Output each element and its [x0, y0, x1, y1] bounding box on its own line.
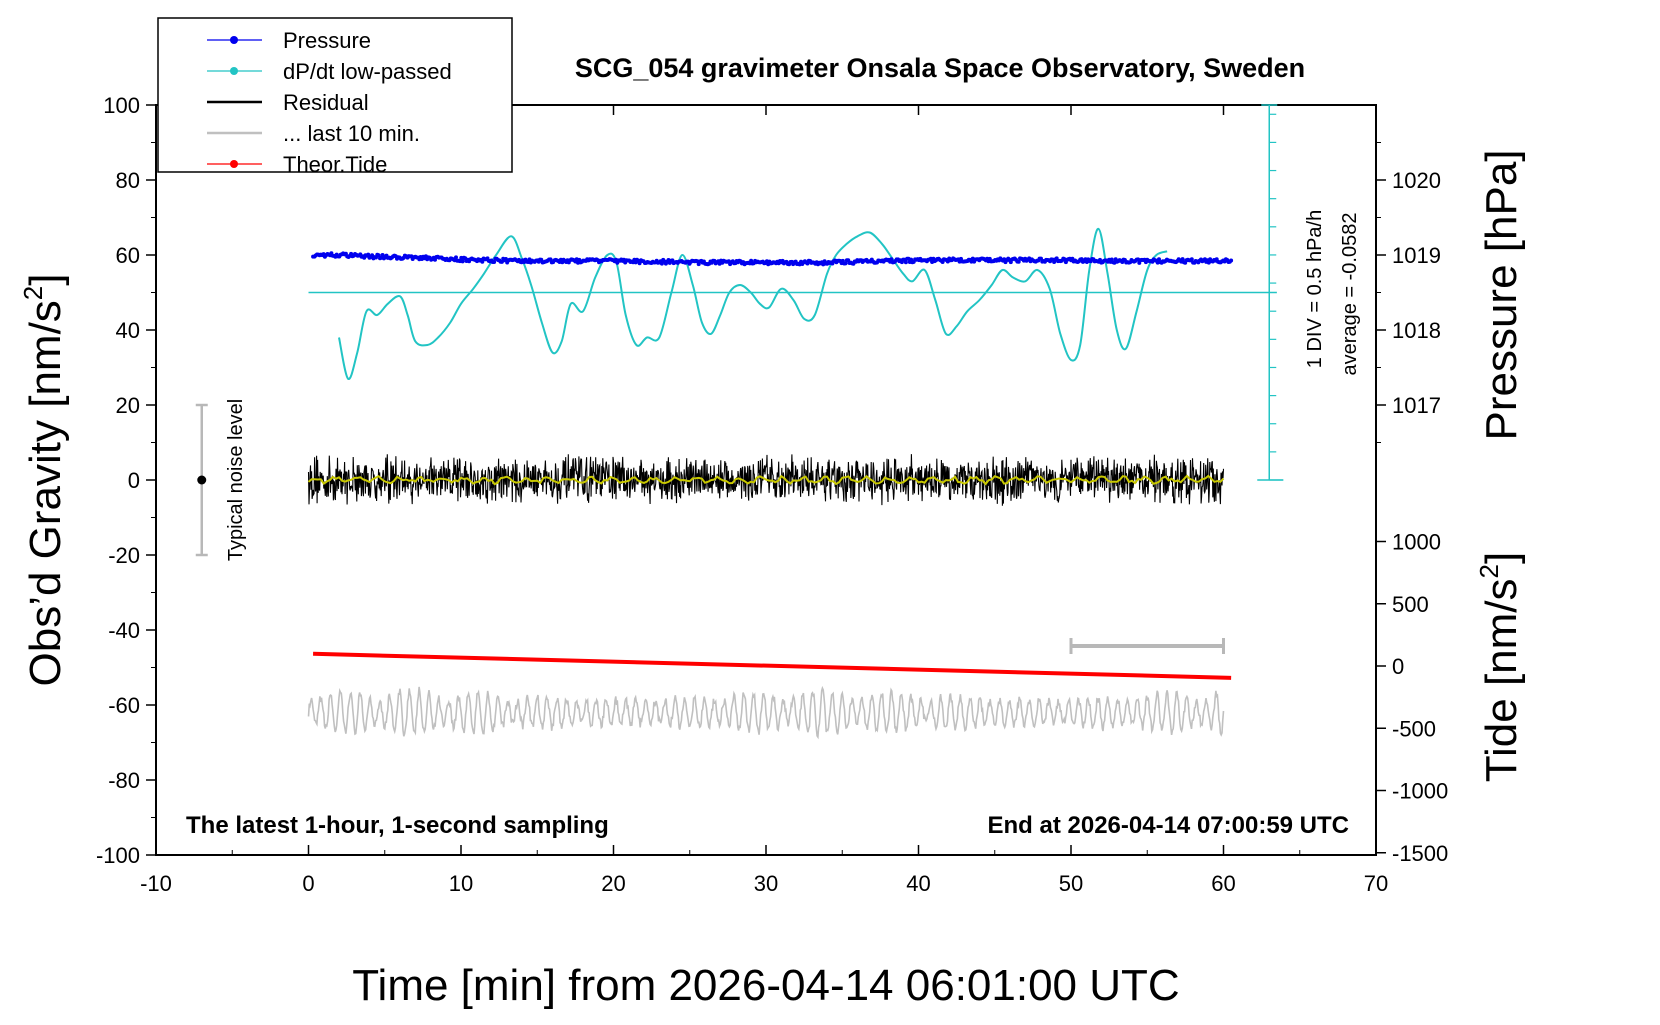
pressure-point: [1180, 257, 1185, 262]
series-residual-smoothed: [307, 474, 1225, 486]
chart-title: SCG_054 gravimeter Onsala Space Observat…: [575, 53, 1305, 83]
x-tick-label: 60: [1211, 871, 1235, 896]
y-axis-tide-end: ]: [1477, 552, 1526, 564]
pressure-point: [1229, 258, 1234, 263]
last-10-min-marker: [1069, 638, 1225, 654]
smoothed-line: [307, 474, 1225, 486]
y-tick-label-tide: 500: [1392, 592, 1429, 617]
pressure-point: [889, 257, 894, 262]
legend-label: Residual: [283, 90, 369, 115]
y-tick-label-left: 100: [103, 93, 140, 118]
pressure-point: [1039, 256, 1043, 261]
pressure-point: [376, 253, 381, 258]
y-tick-label-left: -60: [108, 693, 140, 718]
y-tick-label-left: 0: [128, 468, 140, 493]
series-last-10-min: [307, 685, 1225, 740]
y-tick-label-tide: -1000: [1392, 779, 1448, 804]
y-tick-label-pressure: 1020: [1392, 168, 1441, 193]
noise-level-bar: [195, 403, 208, 557]
y-tick-label-left: 80: [116, 168, 140, 193]
y-axis-title-left: Obs’d Gravity [nm/s2]: [18, 273, 70, 686]
y-axis-title-tide: Tide [nm/s2]: [1474, 552, 1526, 782]
y-tick-label-left: -20: [108, 543, 140, 568]
x-tick-label: 30: [754, 871, 778, 896]
pressure-point: [366, 252, 371, 257]
y-axis-tide-main: Tide [nm/s: [1477, 578, 1526, 782]
y-tick-label-left: -80: [108, 768, 140, 793]
y-tick-label-left: 40: [116, 318, 140, 343]
x-tick-label: 20: [601, 871, 625, 896]
y-tick-label-left: -100: [96, 843, 140, 868]
legend: Pressure dP/dt low-passed Residual ... last…: [157, 17, 513, 177]
legend-swatch-dot: [230, 36, 238, 44]
legend-label: Theor.Tide: [283, 152, 387, 177]
end-time-note: End at 2026-04-14 07:00:59 UTC: [988, 812, 1350, 839]
series-pressure: [311, 251, 1234, 267]
legend-box: [157, 17, 513, 173]
legend-swatch-dot: [230, 160, 238, 168]
scale-annotation-1: 1 DIV = 0.5 hPa/h: [1304, 210, 1326, 368]
dpdt-scale-bar: [1257, 104, 1284, 481]
legend-items: Pressure dP/dt low-passed Residual ... last…: [207, 28, 452, 177]
pressure-point: [659, 261, 664, 266]
scale-annotation-2: average = -0.0582: [1339, 213, 1361, 376]
y-tick-label-tide: -500: [1392, 716, 1436, 741]
x-axis-title: Time [min] from 2026-04-14 06:01:00 UTC: [352, 961, 1179, 1010]
residual-line: [307, 454, 1225, 506]
y-tick-label-tide: 1000: [1392, 530, 1441, 555]
pressure-point: [480, 259, 485, 264]
pressure-point: [380, 253, 385, 257]
pressure-point: [843, 261, 848, 266]
y-tick-label-pressure: 1018: [1392, 318, 1441, 343]
pressure-point: [548, 257, 553, 262]
noise-level-label: Typical noise level: [225, 399, 247, 561]
pressure-point: [454, 255, 458, 260]
y-axis-left-main: Obs’d Gravity [nm/s: [21, 300, 70, 686]
y-tick-label-pressure: 1017: [1392, 393, 1441, 418]
last-10-min-line: [307, 685, 1225, 740]
legend-label: ... last 10 min.: [283, 121, 420, 146]
y-tick-label-left: 20: [116, 393, 140, 418]
legend-swatch-dot: [230, 67, 238, 75]
tide-line: [313, 651, 1232, 680]
noise-bar-center: [197, 475, 207, 485]
series-theor-tide: [313, 651, 1232, 680]
y-axis-title-pressure: Pressure [hPa]: [1477, 149, 1526, 440]
pressure-point: [492, 260, 497, 264]
y-tick-label-tide: 0: [1392, 654, 1404, 679]
y-axis-left-end: ]: [21, 273, 70, 285]
y-tick-label-tide: -1500: [1392, 841, 1448, 866]
x-tick-label: 40: [906, 871, 930, 896]
y-tick-label-left: 60: [116, 243, 140, 268]
pressure-point: [1189, 257, 1194, 262]
sampling-note: The latest 1-hour, 1-second sampling: [186, 812, 609, 839]
pressure-point: [903, 260, 908, 265]
pressure-point: [460, 259, 465, 264]
y-axis-tide-sup: 2: [1474, 564, 1504, 578]
legend-label: dP/dt low-passed: [283, 59, 452, 84]
series-residual: [307, 454, 1225, 506]
x-tick-label: 10: [449, 871, 473, 896]
x-tick-label: -10: [140, 871, 172, 896]
dpdt-curve: [338, 227, 1168, 380]
y-axis-left-sup: 2: [18, 286, 48, 300]
y-tick-label-pressure: 1019: [1392, 243, 1441, 268]
legend-label: Pressure: [283, 28, 371, 53]
pressure-point: [1016, 259, 1021, 264]
x-tick-label: 0: [302, 871, 314, 896]
y-tick-label-left: -40: [108, 618, 140, 643]
x-tick-label: 70: [1364, 871, 1388, 896]
tick-labels: -10 0 10 20 30 40 50 60 70100806040200-20-40-60-…: [96, 93, 1448, 896]
x-tick-label: 50: [1059, 871, 1083, 896]
series-dpdt-low-passed: [308, 227, 1277, 380]
